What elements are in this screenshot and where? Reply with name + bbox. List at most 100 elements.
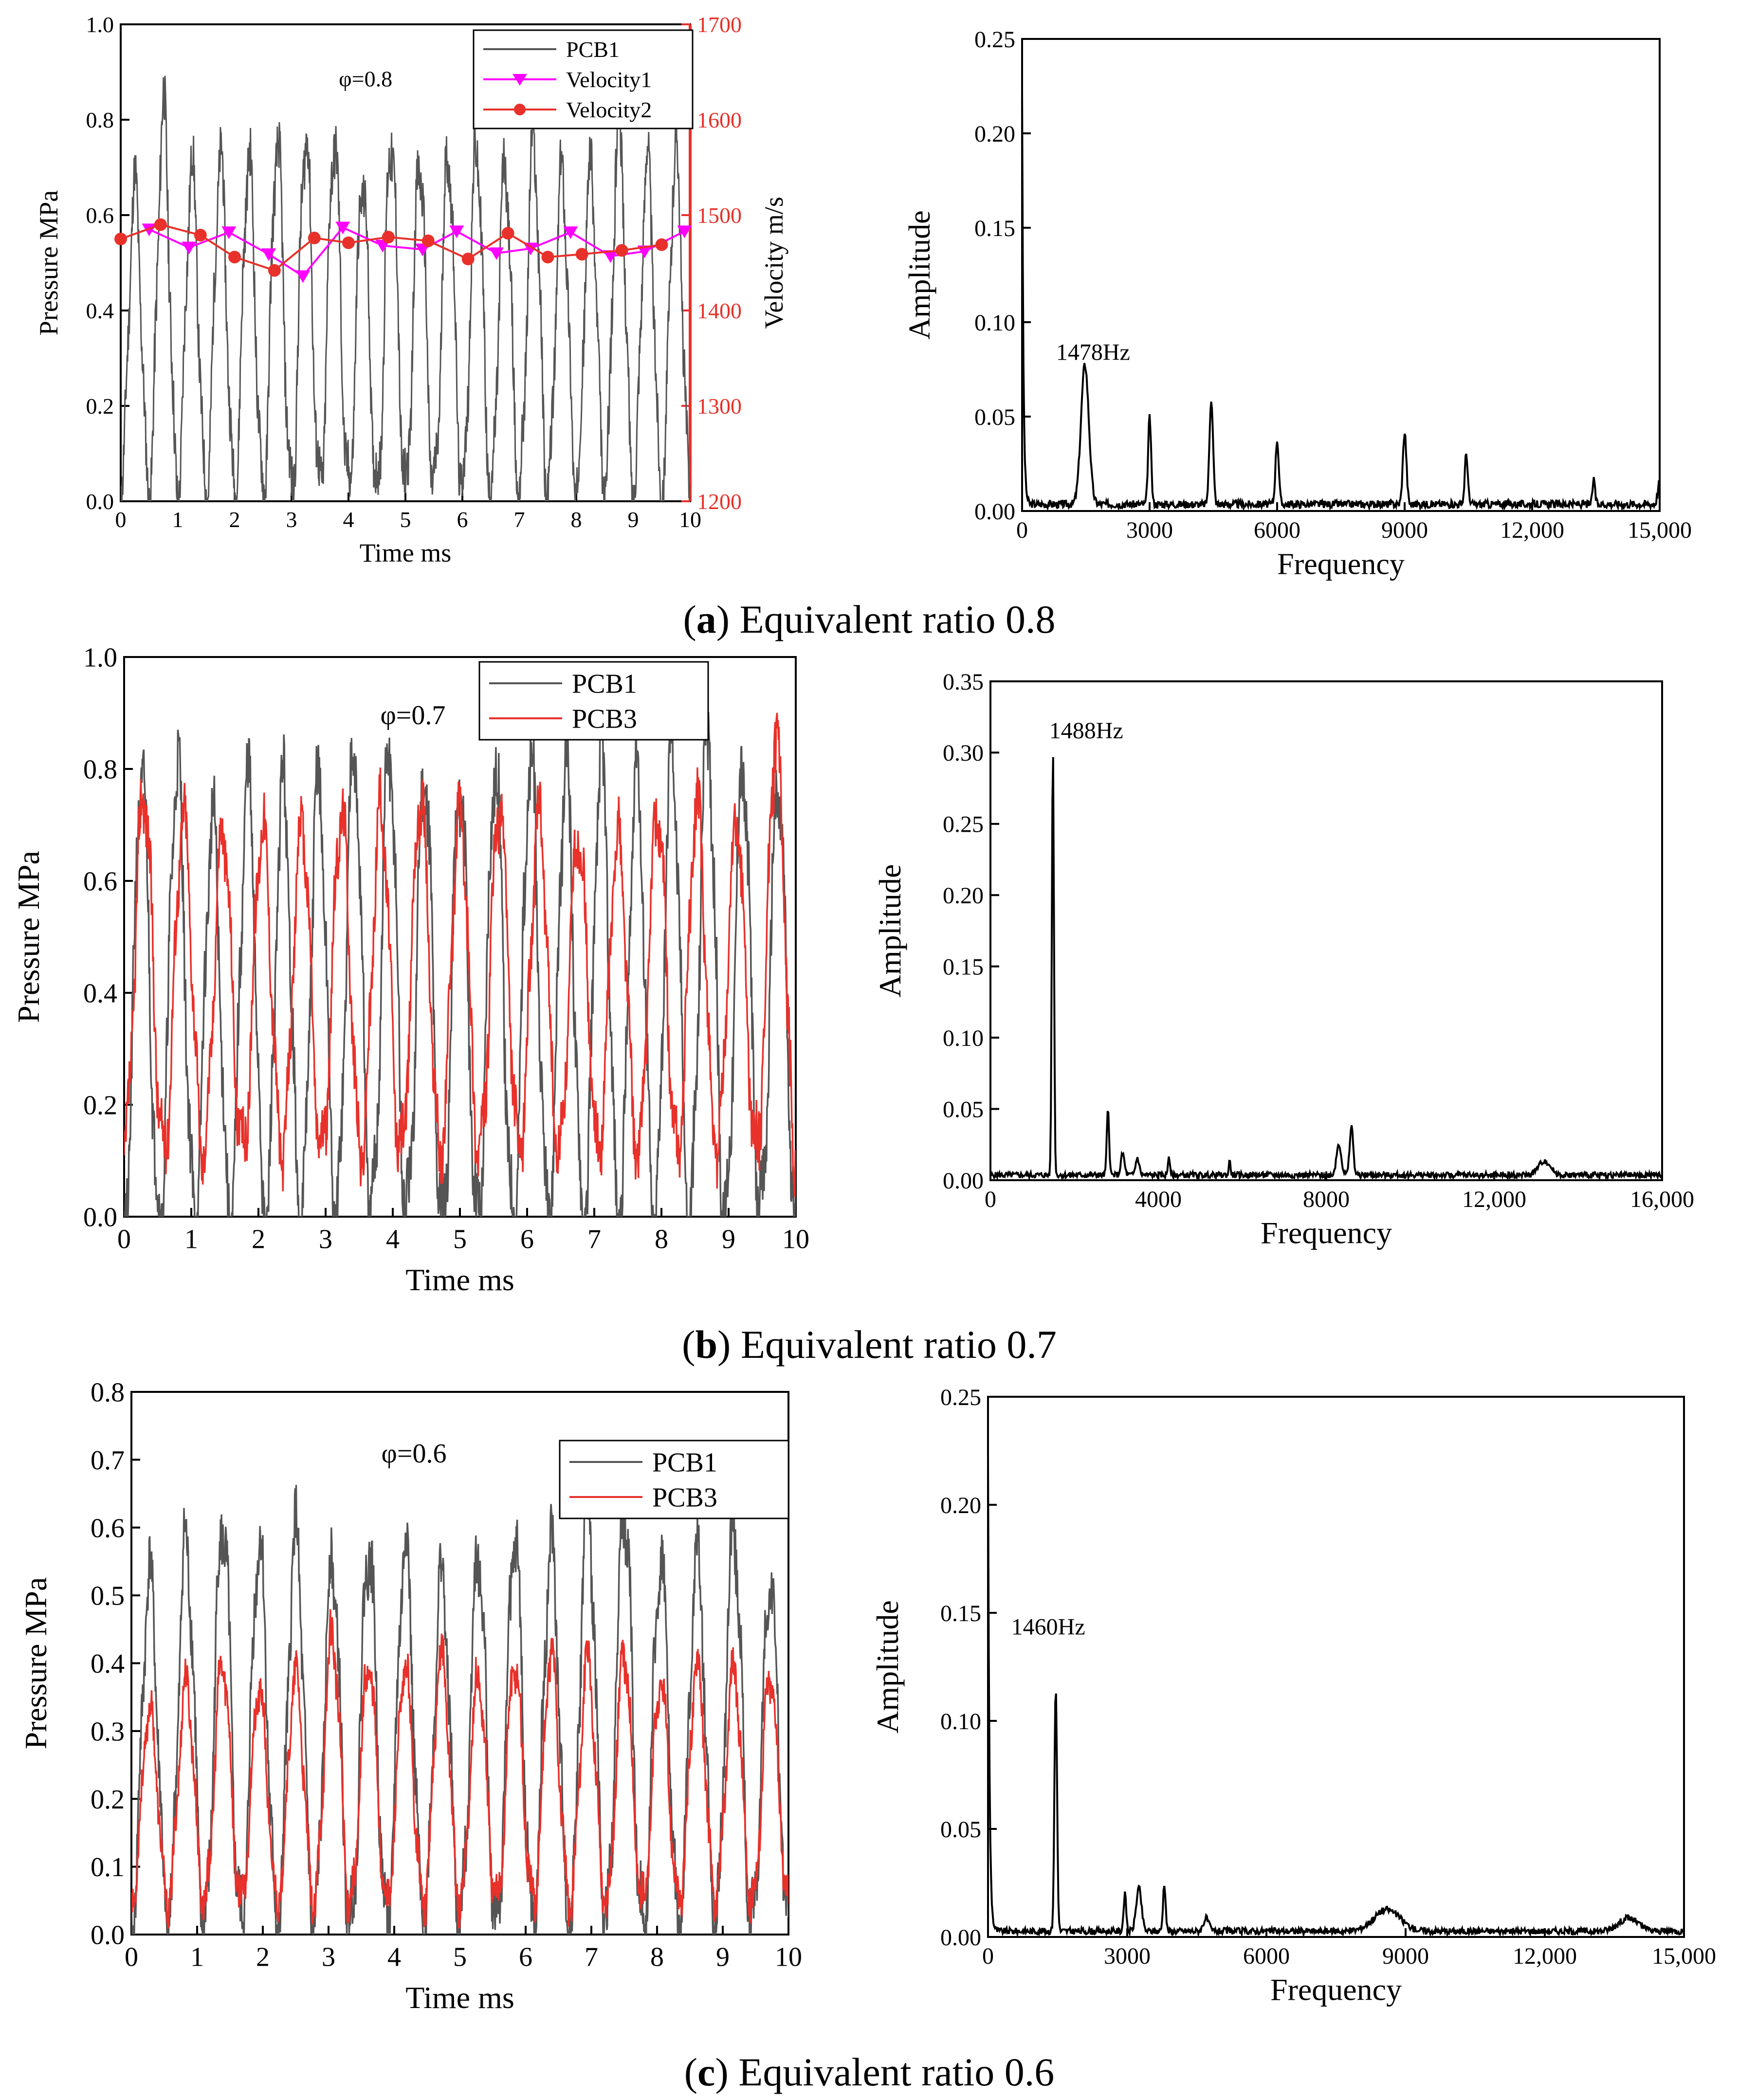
- time-chart-phi-0-6: 0 1 2 3 4 5 6 7 8 9 10 0.0 0.1 0.2 0.3 0.4 0.5 0.6 0.7 0.8 T…: [18, 1378, 802, 2015]
- y2-tick-label: 1700: [697, 12, 742, 37]
- y-tick-label: 0.6: [86, 203, 114, 228]
- caption-text: Equivalent ratio 0.6: [738, 2050, 1054, 2094]
- x-tick-label: 8: [650, 1942, 664, 1972]
- series-pcb1-line: [124, 672, 796, 1217]
- caption-letter: c: [697, 2050, 715, 2094]
- legend-label: PCB3: [572, 704, 637, 734]
- x-tick-label: 15,000: [1628, 517, 1692, 543]
- x-axis-label: Frequency: [1261, 1216, 1392, 1250]
- y-tick-label: 0.05: [974, 404, 1015, 430]
- data-point: [489, 247, 504, 260]
- data-point: [677, 225, 692, 238]
- y-tick-label: 0.4: [86, 298, 114, 323]
- spectrum-line: [989, 757, 1663, 1182]
- y-tick-label: 0.5: [91, 1581, 125, 1611]
- x-tick-label: 0: [125, 1942, 138, 1972]
- data-point: [194, 229, 207, 242]
- y-tick-label: 0.2: [83, 1091, 117, 1121]
- y-tick-label: 0.00: [940, 1925, 981, 1951]
- x-axis-label: Frequency: [1277, 548, 1405, 581]
- data-point: [261, 248, 276, 261]
- x-tick-label: 6: [520, 1224, 534, 1254]
- row-equivalent-ratio-0-8: 0 1 2 3 4 5 6 7 8 9 10 0.0 0.2 0.4 0.6 0.8 1.0 Time ms Pre…: [34, 12, 1692, 641]
- caption-a: (a) Equivalent ratio 0.8: [683, 597, 1055, 641]
- legend: PCB1 PCB3: [478, 661, 709, 741]
- x-tick-label: 9: [722, 1224, 735, 1254]
- y-tick-label: 0.6: [83, 867, 117, 897]
- phi-annotation: φ=0.6: [382, 1439, 447, 1469]
- legend: PCB1 PCB3: [559, 1440, 789, 1519]
- y-tick-label: 0.35: [943, 669, 984, 695]
- x-tick-label: 0: [117, 1224, 131, 1254]
- x-axis-label: Time ms: [405, 1262, 514, 1297]
- fft-chart-phi-0-8: 0 3000 6000 9000 12,000 15,000 0.00 0.05 0.10 0.1…: [903, 27, 1692, 581]
- y2-tick-label: 1300: [697, 394, 742, 419]
- y-tick-label: 0.15: [974, 216, 1015, 241]
- y-axis-label: Pressure MPa: [11, 851, 46, 1023]
- legend-label: PCB1: [572, 669, 637, 699]
- data-point: [563, 226, 578, 239]
- caption-letter: b: [695, 1322, 717, 1367]
- y-tick-label: 0.10: [943, 1025, 984, 1051]
- y-tick-label: 0.05: [940, 1817, 981, 1843]
- x-tick-label: 4: [386, 1224, 400, 1254]
- y2-tick-label: 1200: [697, 489, 742, 514]
- y-tick-label: 0.10: [940, 1709, 981, 1735]
- x-tick-label: 9000: [1381, 517, 1428, 543]
- x-tick-label: 0: [985, 1187, 996, 1212]
- y-tick-label: 0.00: [974, 499, 1015, 525]
- data-point: [182, 241, 197, 255]
- y-tick-label: 0.20: [974, 121, 1015, 147]
- legend-label: PCB1: [652, 1448, 717, 1478]
- x-tick-label: 7: [585, 1942, 598, 1972]
- x-tick-label: 9: [628, 507, 639, 532]
- y-tick-label: 0.2: [91, 1785, 125, 1815]
- y-tick-label: 0.25: [974, 27, 1015, 53]
- x-tick-label: 12,000: [1500, 517, 1564, 543]
- x-tick-label: 4000: [1135, 1187, 1182, 1212]
- y-tick-label: 0.4: [83, 979, 117, 1009]
- y-axis-label: Pressure MPa: [34, 190, 63, 336]
- data-point: [308, 232, 321, 245]
- x-tick-label: 0: [1016, 517, 1028, 543]
- x-tick-label: 10: [782, 1224, 809, 1254]
- x-tick-label: 15,000: [1652, 1943, 1716, 1969]
- x-tick-label: 8: [571, 507, 582, 532]
- y-tick-label: 0.00: [943, 1168, 984, 1194]
- data-point: [268, 264, 281, 277]
- plot-frame: [989, 680, 1663, 1181]
- x-axis-label: Time ms: [360, 538, 452, 567]
- fft-chart-phi-0-6: 0 3000 6000 9000 12,000 15,000 0.00 0.05 0.10 0.1…: [870, 1385, 1716, 2007]
- y2-tick-label: 1600: [697, 108, 742, 132]
- x-tick-label: 3: [322, 1942, 335, 1972]
- x-tick-label: 1: [172, 507, 183, 532]
- x-tick-label: 3000: [1126, 517, 1173, 543]
- y-tick-label: 0.6: [91, 1513, 125, 1543]
- y-tick-label: 0.8: [91, 1378, 125, 1408]
- x-tick-label: 4: [343, 507, 354, 532]
- data-point: [461, 253, 475, 266]
- x-tick-label: 3: [286, 507, 297, 532]
- legend-label: Velocity1: [566, 67, 652, 92]
- x-tick-label: 8: [655, 1224, 668, 1254]
- x-tick-label: 2: [256, 1942, 270, 1972]
- x-axis-label: Frequency: [1270, 1972, 1402, 2007]
- y-tick-label: 0.25: [940, 1385, 981, 1410]
- x-tick-label: 9: [716, 1942, 730, 1972]
- x-tick-label: 6000: [1254, 517, 1300, 543]
- y-tick-label: 0.8: [83, 755, 117, 785]
- data-point: [575, 248, 588, 261]
- y-axis-label: Amplitude: [873, 864, 907, 998]
- x-tick-label: 8000: [1303, 1187, 1350, 1212]
- x-axis-label: Time ms: [405, 1980, 514, 2015]
- x-tick-label: 0: [982, 1943, 994, 1969]
- caption-text: Equivalent ratio 0.8: [740, 597, 1056, 641]
- x-tick-label: 1: [184, 1224, 198, 1254]
- data-point: [295, 270, 311, 283]
- y-axis-label: Pressure MPa: [18, 1577, 53, 1750]
- x-tick-label: 0: [115, 507, 127, 532]
- time-chart-phi-0-8: 0 1 2 3 4 5 6 7 8 9 10 0.0 0.2 0.4 0.6 0.8 1.0 Time ms Pre…: [34, 12, 788, 567]
- x-tick-label: 5: [453, 1224, 467, 1254]
- x-tick-label: 7: [514, 507, 525, 532]
